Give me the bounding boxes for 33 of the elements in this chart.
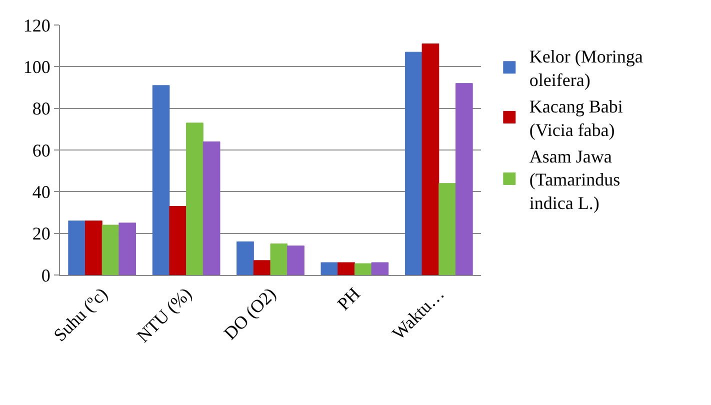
- bar: [320, 262, 338, 275]
- y-tick-label: 60: [32, 140, 50, 160]
- x-tick-label: Suhu (ºc): [50, 284, 112, 346]
- bar: [152, 85, 170, 275]
- y-tick-label: 80: [32, 98, 50, 119]
- bar: [118, 222, 136, 275]
- legend-label: Kelor (Moringa oleifera): [529, 46, 643, 90]
- y-tick-label: 120: [23, 15, 50, 36]
- y-tick-label: 20: [32, 224, 50, 244]
- bar: [422, 44, 440, 275]
- bar: [338, 262, 355, 275]
- x-tick-label: PH: [333, 284, 364, 314]
- bar: [404, 52, 422, 275]
- bar: [287, 246, 304, 275]
- bar: [236, 241, 254, 275]
- bar: [102, 224, 120, 275]
- legend-label: Kacang Babi (Vicia faba): [529, 96, 623, 140]
- bar: [68, 220, 86, 275]
- bar: [270, 244, 288, 275]
- bar: [186, 122, 204, 275]
- legend-label: Asam Jawa (Tamarindus indica L.): [529, 146, 620, 214]
- x-tick-label: DO (O2): [220, 284, 280, 344]
- y-tick-label: 0: [41, 265, 50, 286]
- bar: [438, 183, 456, 275]
- bar: [202, 141, 220, 275]
- bar: [169, 206, 187, 275]
- bar: [371, 262, 389, 275]
- y-tick-label: 40: [32, 182, 50, 202]
- bar: [85, 220, 102, 275]
- bar: [253, 260, 271, 275]
- y-tick-label: 100: [23, 56, 50, 77]
- bar: [455, 83, 473, 275]
- bar: [354, 263, 372, 275]
